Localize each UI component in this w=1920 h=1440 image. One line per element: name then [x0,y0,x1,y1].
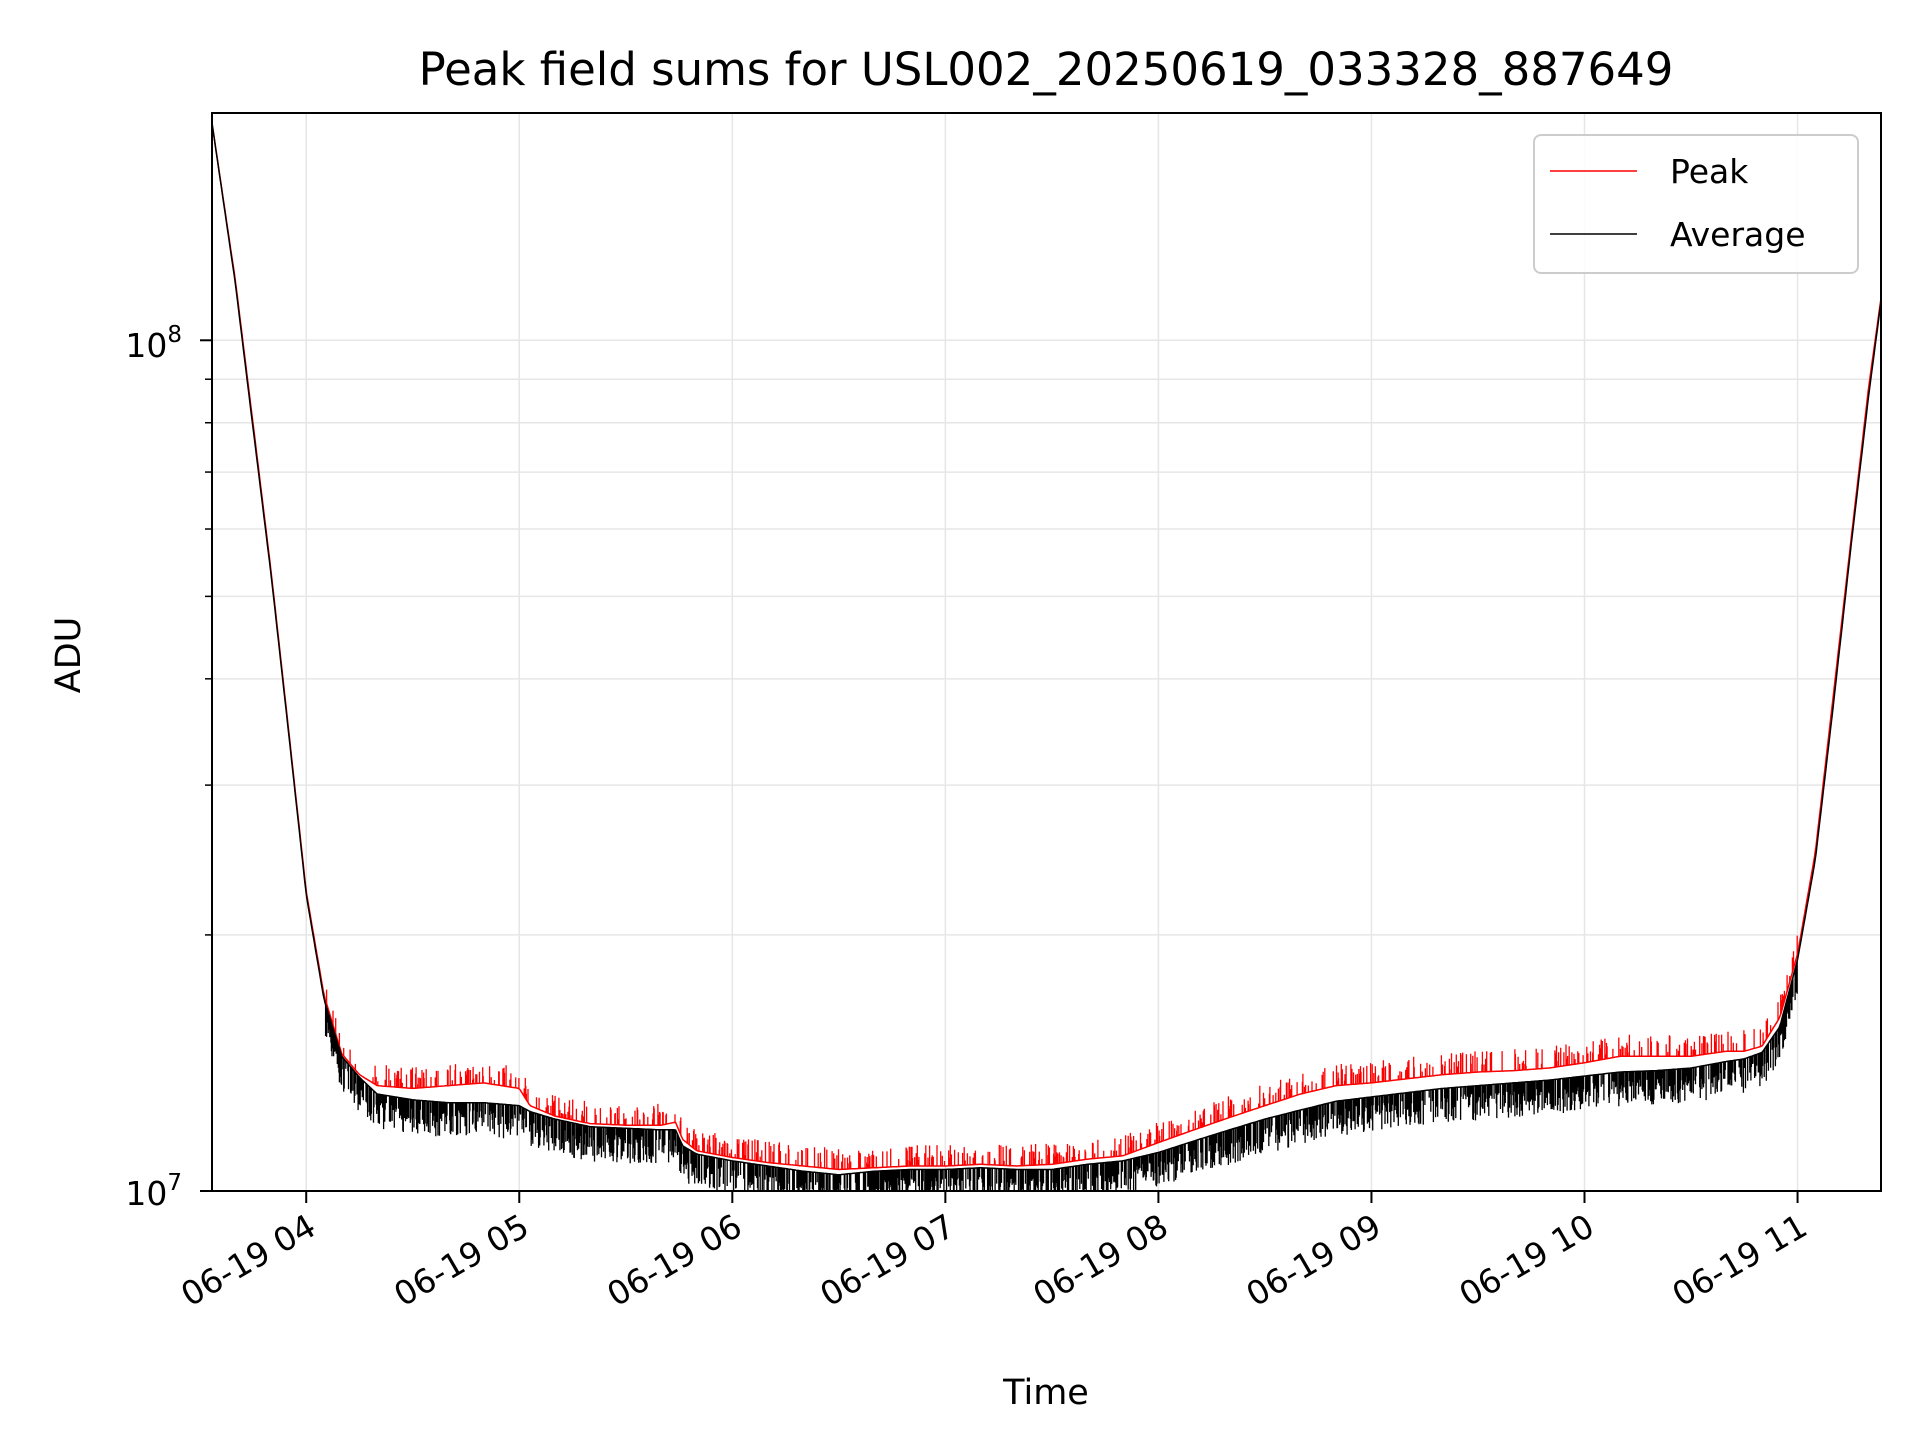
series-line-average [211,122,1882,1176]
series-layer [211,122,1882,1191]
legend-box [1533,134,1859,274]
series-noise-peak [325,935,1798,1170]
legend-label-peak: Peak [1670,152,1749,191]
y-tick-label-1e7: 107 [125,1170,182,1213]
series-noise-average [324,961,1798,1191]
y-tick-label-1e8: 108 [125,322,182,365]
chart-title: Peak field sums for USL002_20250619_0333… [419,43,1674,96]
y-axis-ticks: 107 108 [125,322,212,1213]
y-axis-label: ADU [49,617,89,694]
gridlines [212,113,1881,1191]
legend-label-average: Average [1670,215,1806,254]
legend: Peak Average [1533,134,1859,274]
plot-frame [211,112,1882,1192]
x-axis-label: Time [1002,1373,1089,1413]
